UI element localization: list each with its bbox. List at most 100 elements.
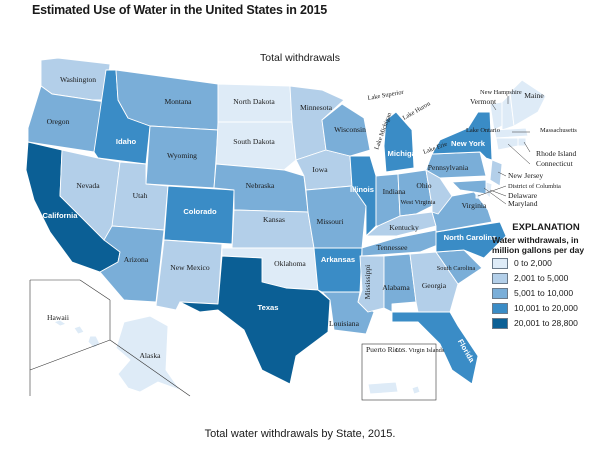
state-shape-rhode-island	[517, 137, 527, 147]
state-shape-u-s-virgin-islands	[411, 385, 421, 395]
state-label-oklahoma: Oklahoma	[274, 259, 306, 268]
legend-swatch	[492, 287, 508, 299]
state-label-new-york: New York	[451, 139, 486, 148]
state-label-kentucky: Kentucky	[389, 223, 419, 232]
leader-line-connecticut	[507, 143, 531, 165]
puerto-rico-inset-box	[361, 343, 437, 401]
leader-line-maryland	[483, 187, 507, 205]
state-label-u-s-virgin-islands: U.S. Virgin Islands	[396, 347, 445, 354]
state-label-georgia: Georgia	[422, 281, 447, 290]
state-shape-louisiana	[321, 291, 375, 335]
leader-line-district-of-columbia	[477, 185, 507, 197]
state-label-puerto-rico: Puerto Rico	[366, 345, 402, 354]
state-shape-arizona	[99, 225, 165, 303]
state-label-maryland: Maryland	[508, 199, 538, 208]
inset-border	[79, 279, 111, 301]
state-label-missouri: Missouri	[316, 217, 343, 226]
state-label-minnesota: Minnesota	[300, 103, 333, 112]
state-label-massachusetts: Massachusetts	[540, 127, 577, 134]
state-shape-kentucky	[365, 211, 437, 237]
legend-subheading: Water withdrawals, in million gallons pe…	[492, 235, 585, 255]
state-label-tennessee: Tennessee	[376, 243, 408, 252]
legend-item: 0 to 2,000	[492, 256, 600, 270]
legend-item: 2,001 to 5,000	[492, 271, 600, 285]
state-label-washington: Washington	[60, 75, 96, 84]
state-label-ohio: Ohio	[416, 181, 431, 190]
leader-line-new-jersey	[497, 171, 507, 177]
state-label-new-hampshire: New Hampshire	[480, 89, 522, 96]
state-shape-alaska	[115, 315, 181, 393]
state-shape-illinois	[349, 155, 377, 237]
legend-label: 0 to 2,000	[514, 258, 552, 268]
state-label-alaska: Alaska	[139, 351, 161, 360]
us-map: Washington Oregon California Idaho Nevada Mon…	[25, 57, 577, 401]
inset-border	[109, 339, 191, 397]
legend-item: 20,001 to 28,800	[492, 316, 600, 330]
state-shape-new-york	[431, 111, 493, 161]
state-label-connecticut: Connecticut	[536, 159, 574, 168]
state-label-texas: Texas	[258, 303, 279, 312]
state-label-wisconsin: Wisconsin	[334, 125, 366, 134]
state-shapes	[25, 57, 547, 395]
state-shape-puerto-rico	[367, 381, 399, 395]
lake-label-lake-ontario: Lake Ontario	[466, 127, 500, 134]
lake-label-lake-superior: Lake Superior	[367, 89, 405, 102]
state-label-alabama: Alabama	[382, 283, 410, 292]
state-shape-hawaii	[73, 325, 85, 335]
state-label-indiana: Indiana	[383, 187, 406, 196]
state-label-arizona: Arizona	[124, 255, 149, 264]
legend: EXPLANATION Water withdrawals, in millio…	[492, 222, 600, 330]
state-shape-connecticut	[495, 137, 519, 151]
state-shape-north-carolina	[435, 221, 507, 259]
state-shape-maine	[509, 79, 547, 127]
state-label-kansas: Kansas	[263, 215, 285, 224]
state-label-nevada: Nevada	[76, 181, 100, 190]
legend-swatch	[492, 317, 508, 329]
state-shape-south-dakota	[215, 121, 297, 171]
state-label-south-carolina: South Carolina	[437, 265, 476, 272]
legend-label: 20,001 to 28,800	[514, 318, 578, 328]
map-subtitle: Total withdrawals	[260, 52, 340, 64]
legend-rows: 0 to 2,000 2,001 to 5,000 5,001 to 10,000 1…	[492, 256, 600, 330]
state-label-california: California	[42, 211, 78, 220]
state-label-new-mexico: New Mexico	[170, 263, 210, 272]
state-label-rhode-island: Rhode Island	[536, 149, 576, 158]
state-label-north-dakota: North Dakota	[233, 97, 275, 106]
state-label-north-carolina: North Carolina	[444, 233, 498, 242]
state-shape-texas	[179, 255, 331, 385]
state-shape-new-jersey	[489, 159, 503, 187]
state-shape-vermont	[489, 101, 503, 131]
state-shape-massachusetts	[493, 127, 529, 139]
legend-swatch	[492, 257, 508, 269]
state-label-district-of-columbia: District of Columbia	[508, 183, 561, 190]
figure-caption: Total water withdrawals by State, 2015.	[204, 428, 396, 440]
state-label-virginia: Virginia	[462, 201, 487, 210]
state-shape-michigan	[383, 111, 415, 173]
state-label-west-virginia: West Virginia	[401, 199, 436, 206]
state-label-hawaii: Hawaii	[47, 313, 69, 322]
state-label-nebraska: Nebraska	[246, 181, 275, 190]
legend-label: 2,001 to 5,000	[514, 273, 569, 283]
state-label-louisiana: Louisiana	[329, 319, 360, 328]
state-label-mississippi: Mississippi	[363, 265, 372, 300]
inset-border	[29, 339, 111, 371]
state-label-idaho: Idaho	[116, 137, 137, 146]
map-extras	[29, 96, 531, 401]
map-title: Estimated Use of Water in the United Sta…	[32, 3, 327, 17]
legend-label: 10,001 to 20,000	[514, 303, 578, 313]
state-shape-new-mexico	[155, 239, 223, 311]
state-label-michigan: Michigan	[388, 149, 421, 158]
state-label-delaware: Delaware	[508, 191, 538, 200]
state-label-montana: Montana	[165, 97, 193, 106]
legend-item: 10,001 to 20,000	[492, 301, 600, 315]
state-label-wyoming: Wyoming	[167, 151, 197, 160]
state-shape-wisconsin	[321, 103, 371, 157]
state-label-illinois: Illinois	[350, 185, 374, 194]
state-shape-maryland	[451, 179, 487, 195]
legend-label: 5,001 to 10,000	[514, 288, 574, 298]
lake-label-lake-huron: Lake Huron	[402, 100, 433, 122]
state-label-utah: Utah	[133, 191, 148, 200]
state-label-maine: Maine	[524, 91, 544, 100]
state-label-new-jersey: New Jersey	[508, 171, 543, 180]
state-shape-pennsylvania	[425, 151, 487, 179]
